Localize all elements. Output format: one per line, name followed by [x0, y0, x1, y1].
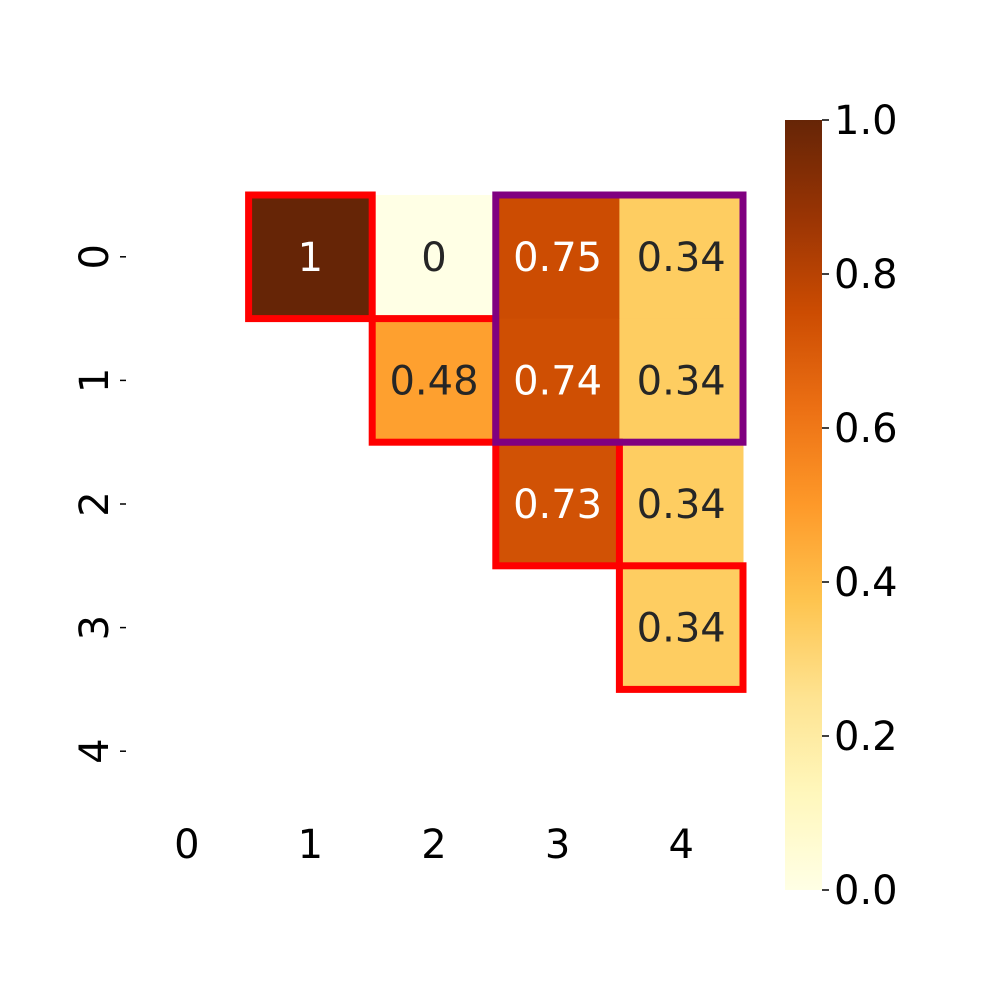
heatmap-cell: [248, 195, 373, 320]
heatmap-cell: [619, 442, 744, 567]
cell-value-label: 0.34: [637, 482, 726, 528]
cell-value-label: 0.34: [637, 606, 726, 652]
colorbar-tick-label: 0.4: [834, 560, 898, 606]
cell-value-label: 0.73: [513, 482, 602, 528]
colorbar-tick-label: 0.0: [834, 868, 898, 914]
heatmap-cell: [495, 318, 620, 443]
colorbar-gradient: [785, 120, 822, 890]
y-tick-label: 1: [72, 368, 118, 393]
colorbar-tick-label: 0.2: [834, 714, 898, 760]
heatmap-cell: [619, 195, 744, 320]
x-tick-label: 0: [174, 822, 199, 868]
highlight-box: [615, 562, 747, 693]
heatmap-cells: 1 0 0.75 0.34 0.48 0.74 0.34 0.73 0.34 0.34: [248, 195, 744, 690]
highlight-box: [492, 191, 747, 446]
colorbar-tick-label: 0.8: [834, 252, 898, 298]
y-axis: 0 1 2 3 4: [72, 244, 126, 764]
highlight-boxes: [245, 191, 747, 693]
heatmap-cell: [619, 565, 744, 690]
colorbar: 0.0 0.2 0.4 0.6 0.8 1.0: [785, 98, 898, 914]
x-tick-label: 4: [668, 822, 693, 868]
colorbar-tick-label: 0.6: [834, 406, 898, 452]
cell-value-label: 0: [421, 235, 446, 281]
x-tick-label: 1: [298, 822, 323, 868]
x-tick-label: 3: [545, 822, 570, 868]
heatmap-cell: [619, 318, 744, 443]
cell-value-label: 0.34: [637, 358, 726, 404]
cell-value-label: 0.74: [513, 358, 602, 404]
y-tick-label: 0: [72, 244, 118, 269]
heatmap-cell: [372, 195, 497, 320]
heatmap-cell: [495, 195, 620, 320]
x-tick-label: 2: [421, 822, 446, 868]
heatmap-cell: [495, 442, 620, 567]
cell-value-label: 0.34: [637, 235, 726, 281]
cell-value-label: 0.75: [513, 235, 602, 281]
cell-value-label: 1: [298, 235, 323, 281]
y-tick-label: 2: [72, 491, 118, 516]
y-tick-label: 3: [72, 615, 118, 640]
highlight-box: [245, 191, 376, 323]
cell-value-label: 0.48: [389, 358, 478, 404]
colorbar-tick-label: 1.0: [834, 98, 898, 144]
y-tick-label: 4: [72, 738, 118, 763]
x-axis: 0 1 2 3 4: [174, 822, 694, 868]
heatmap-cell: [372, 318, 497, 443]
